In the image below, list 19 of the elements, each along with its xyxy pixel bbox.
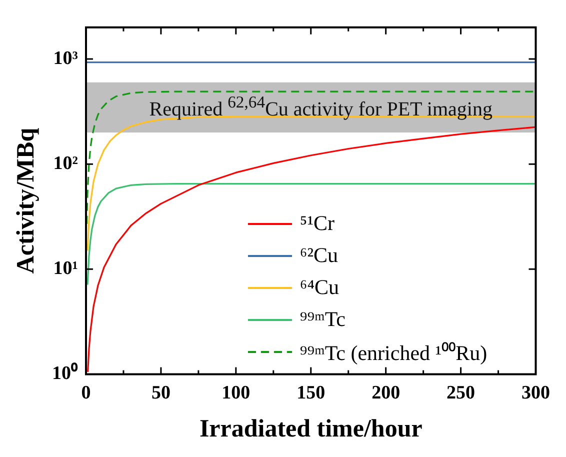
- x-tick-label: 50: [151, 382, 170, 404]
- y-tick-label: 10³: [53, 48, 78, 69]
- x-tick-label: 250: [446, 382, 476, 404]
- x-tick-label: 100: [222, 382, 250, 404]
- y-tick-label: 10⁰: [52, 362, 78, 384]
- x-tick-label: 150: [296, 382, 326, 404]
- band-label: Required $^{62,64}$Cu activity for PET imaging: [149, 93, 492, 122]
- legend-label: ⁹⁹ᵐTc: [300, 307, 346, 332]
- legend-label: ⁹⁹ᵐTc (enriched ¹⁰⁰Ru): [300, 340, 488, 366]
- x-axis-title: Irradiated time/hour: [199, 415, 422, 442]
- y-axis-title: Activity/MBq: [12, 128, 40, 274]
- legend-label: ⁶⁴Cu: [300, 275, 340, 300]
- x-tick-label: 300: [522, 382, 550, 404]
- y-tick-label: 10²: [53, 152, 78, 174]
- y-tick-label: 10¹: [53, 258, 78, 280]
- legend-label: ⁶²Cu: [300, 243, 338, 268]
- legend-label: ⁵¹Cr: [300, 211, 335, 236]
- x-tick-label: 200: [372, 382, 400, 404]
- x-tick-label: 0: [81, 382, 91, 404]
